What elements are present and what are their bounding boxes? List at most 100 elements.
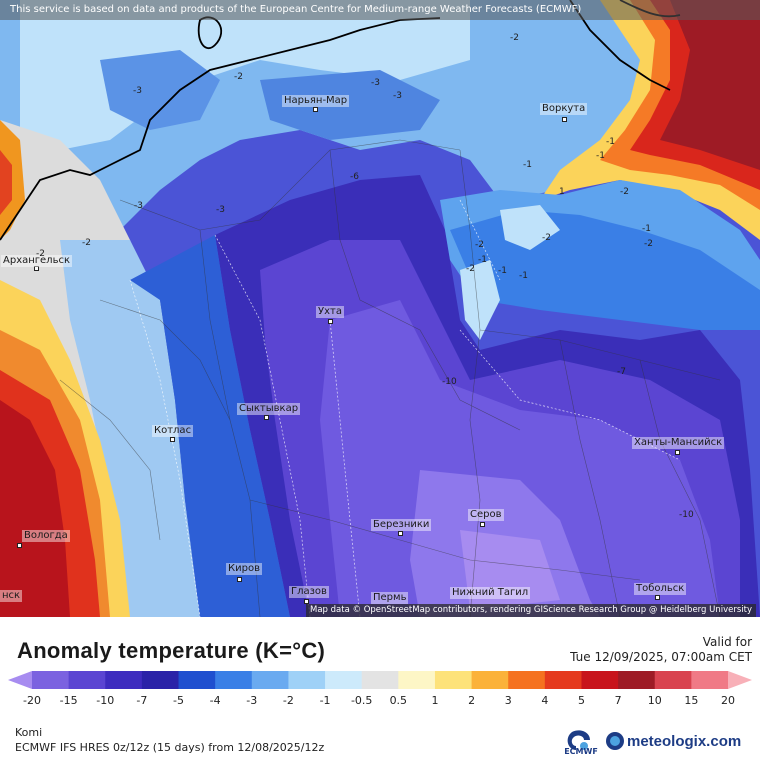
- colorbar-tick-label: -0.5: [350, 694, 373, 707]
- contour-label: -2: [644, 239, 653, 249]
- colorbar-tick-label: 20: [721, 694, 735, 707]
- contour-label: -6: [350, 172, 359, 182]
- colorbar-segment: [32, 671, 70, 689]
- colorbar-segment: [361, 671, 399, 689]
- colorbar-segment: [434, 671, 473, 689]
- city-marker: [17, 543, 22, 548]
- colorbar-tick-label: -3: [246, 694, 258, 707]
- colorbar: [8, 671, 752, 689]
- contour-label: -3: [134, 201, 143, 211]
- colorbar-tick-label: 10: [647, 694, 662, 707]
- model-info: ECMWF IFS HRES 0z/12z (15 days) from 12/…: [15, 741, 325, 754]
- colorbar-segment: [141, 671, 180, 689]
- meteologix-brand[interactable]: meteologix.com: [606, 730, 741, 752]
- contour-label: -2: [36, 249, 45, 259]
- contour-label: -2: [234, 72, 243, 82]
- city-marker: [34, 266, 39, 271]
- colorbar-segment: [471, 671, 509, 689]
- contour-label: -2: [510, 33, 519, 43]
- ecmwf-disclaimer-banner: This service is based on data and produc…: [0, 0, 760, 20]
- colorbar-tick-label: -1: [319, 694, 331, 707]
- valid-date: Tue 12/09/2025, 07:00am CET: [570, 650, 752, 664]
- city-label: Нижний Тагил: [450, 587, 531, 599]
- city-label: Воркута: [540, 103, 588, 115]
- colorbar-segment: [654, 671, 692, 689]
- contour-label: -1: [519, 271, 528, 281]
- chart-title: Anomaly temperature (K=°C): [17, 638, 326, 663]
- city-label: Архангельск: [1, 255, 73, 267]
- colorbar-segment: [398, 671, 436, 689]
- colorbar-tick-label: -5: [173, 694, 184, 707]
- contour-label: -3: [393, 91, 402, 101]
- city-marker: [313, 107, 318, 112]
- contour-label: -2: [620, 187, 629, 197]
- contour-label: -10: [442, 377, 457, 387]
- city-marker: [264, 415, 269, 420]
- colorbar-tick-label: -15: [59, 694, 78, 707]
- colorbar-segment: [508, 671, 546, 689]
- city-label: Сыктывкар: [237, 403, 301, 415]
- colorbar-tick-label: 15: [684, 694, 699, 707]
- colorbar-tick-label: -4: [209, 694, 221, 707]
- contour-label: -1: [498, 266, 507, 276]
- ecmwf-label: ECMWF: [564, 747, 598, 756]
- city-label: нск: [0, 590, 23, 602]
- colorbar-segment: [178, 671, 216, 689]
- colorbar-segment: [728, 671, 752, 689]
- city-label: Нарьян-Мар: [282, 95, 350, 107]
- contour-label: -7: [617, 367, 626, 377]
- city-marker: [170, 437, 175, 442]
- city-marker: [304, 599, 309, 604]
- city-label: Тобольск: [634, 583, 687, 595]
- colorbar-tick-label: 2: [468, 694, 476, 707]
- colorbar-tick-label: 7: [614, 694, 622, 707]
- ecmwf-logo-icon: [567, 730, 590, 750]
- contour-label: -2: [475, 240, 484, 250]
- region-name: Komi: [15, 726, 43, 739]
- colorbar-tick-label: 1: [431, 694, 439, 707]
- city-marker: [675, 450, 680, 455]
- colorbar-tick-label: 4: [541, 694, 549, 707]
- map-area[interactable]: This service is based on data and produc…: [0, 0, 760, 617]
- contour-label: 1: [559, 187, 565, 197]
- contour-label: -2: [466, 264, 475, 274]
- contour-label: -1: [642, 224, 651, 234]
- colorbar-segment: [8, 671, 32, 689]
- colorbar-tick-label: -7: [136, 694, 148, 707]
- city-marker: [328, 319, 333, 324]
- city-marker: [237, 577, 242, 582]
- colorbar-segment: [68, 671, 106, 689]
- colorbar-segment: [325, 671, 363, 689]
- city-marker: [562, 117, 567, 122]
- colorbar-segment: [215, 671, 253, 689]
- contour-label: -2: [82, 238, 91, 248]
- city-label: Березники: [371, 519, 432, 531]
- contour-label: -3: [133, 86, 142, 96]
- temperature-anomaly-map: [0, 0, 760, 617]
- city-marker: [480, 522, 485, 527]
- contour-label: -1: [478, 255, 487, 265]
- colorbar-segment: [105, 671, 143, 689]
- colorbar-segment: [581, 671, 619, 689]
- city-label: Серов: [468, 509, 504, 521]
- colorbar-segment: [251, 671, 289, 689]
- city-label: Пермь: [371, 592, 409, 604]
- colorbar-tick-label: -20: [23, 694, 41, 707]
- contour-label: -1: [596, 151, 605, 161]
- city-label: Ухта: [316, 306, 344, 318]
- contour-label: -1: [606, 137, 615, 147]
- colorbar-tick-label: 5: [577, 694, 585, 707]
- meteologix-logo-icon: [606, 732, 624, 750]
- city-label: Ханты-Мансийск: [632, 437, 725, 449]
- colorbar-segment: [691, 671, 729, 689]
- contour-label: -1: [523, 160, 532, 170]
- colorbar-tick-label: 3: [504, 694, 512, 707]
- colorbar-tick-labels: -20 -15 -10 -7 -5 -4 -3 -2 -1 -0.5 0.5 1 2 3 4 5 7 10 15 20: [0, 694, 760, 708]
- contour-label: -3: [371, 78, 380, 88]
- colorbar-segment: [544, 671, 582, 689]
- colorbar-segment: [618, 671, 656, 689]
- city-label: Котлас: [152, 425, 194, 437]
- map-attribution: Map data © OpenStreetMap contributors, r…: [306, 604, 756, 617]
- colorbar-segment: [288, 671, 326, 689]
- city-label: Вологда: [22, 530, 70, 542]
